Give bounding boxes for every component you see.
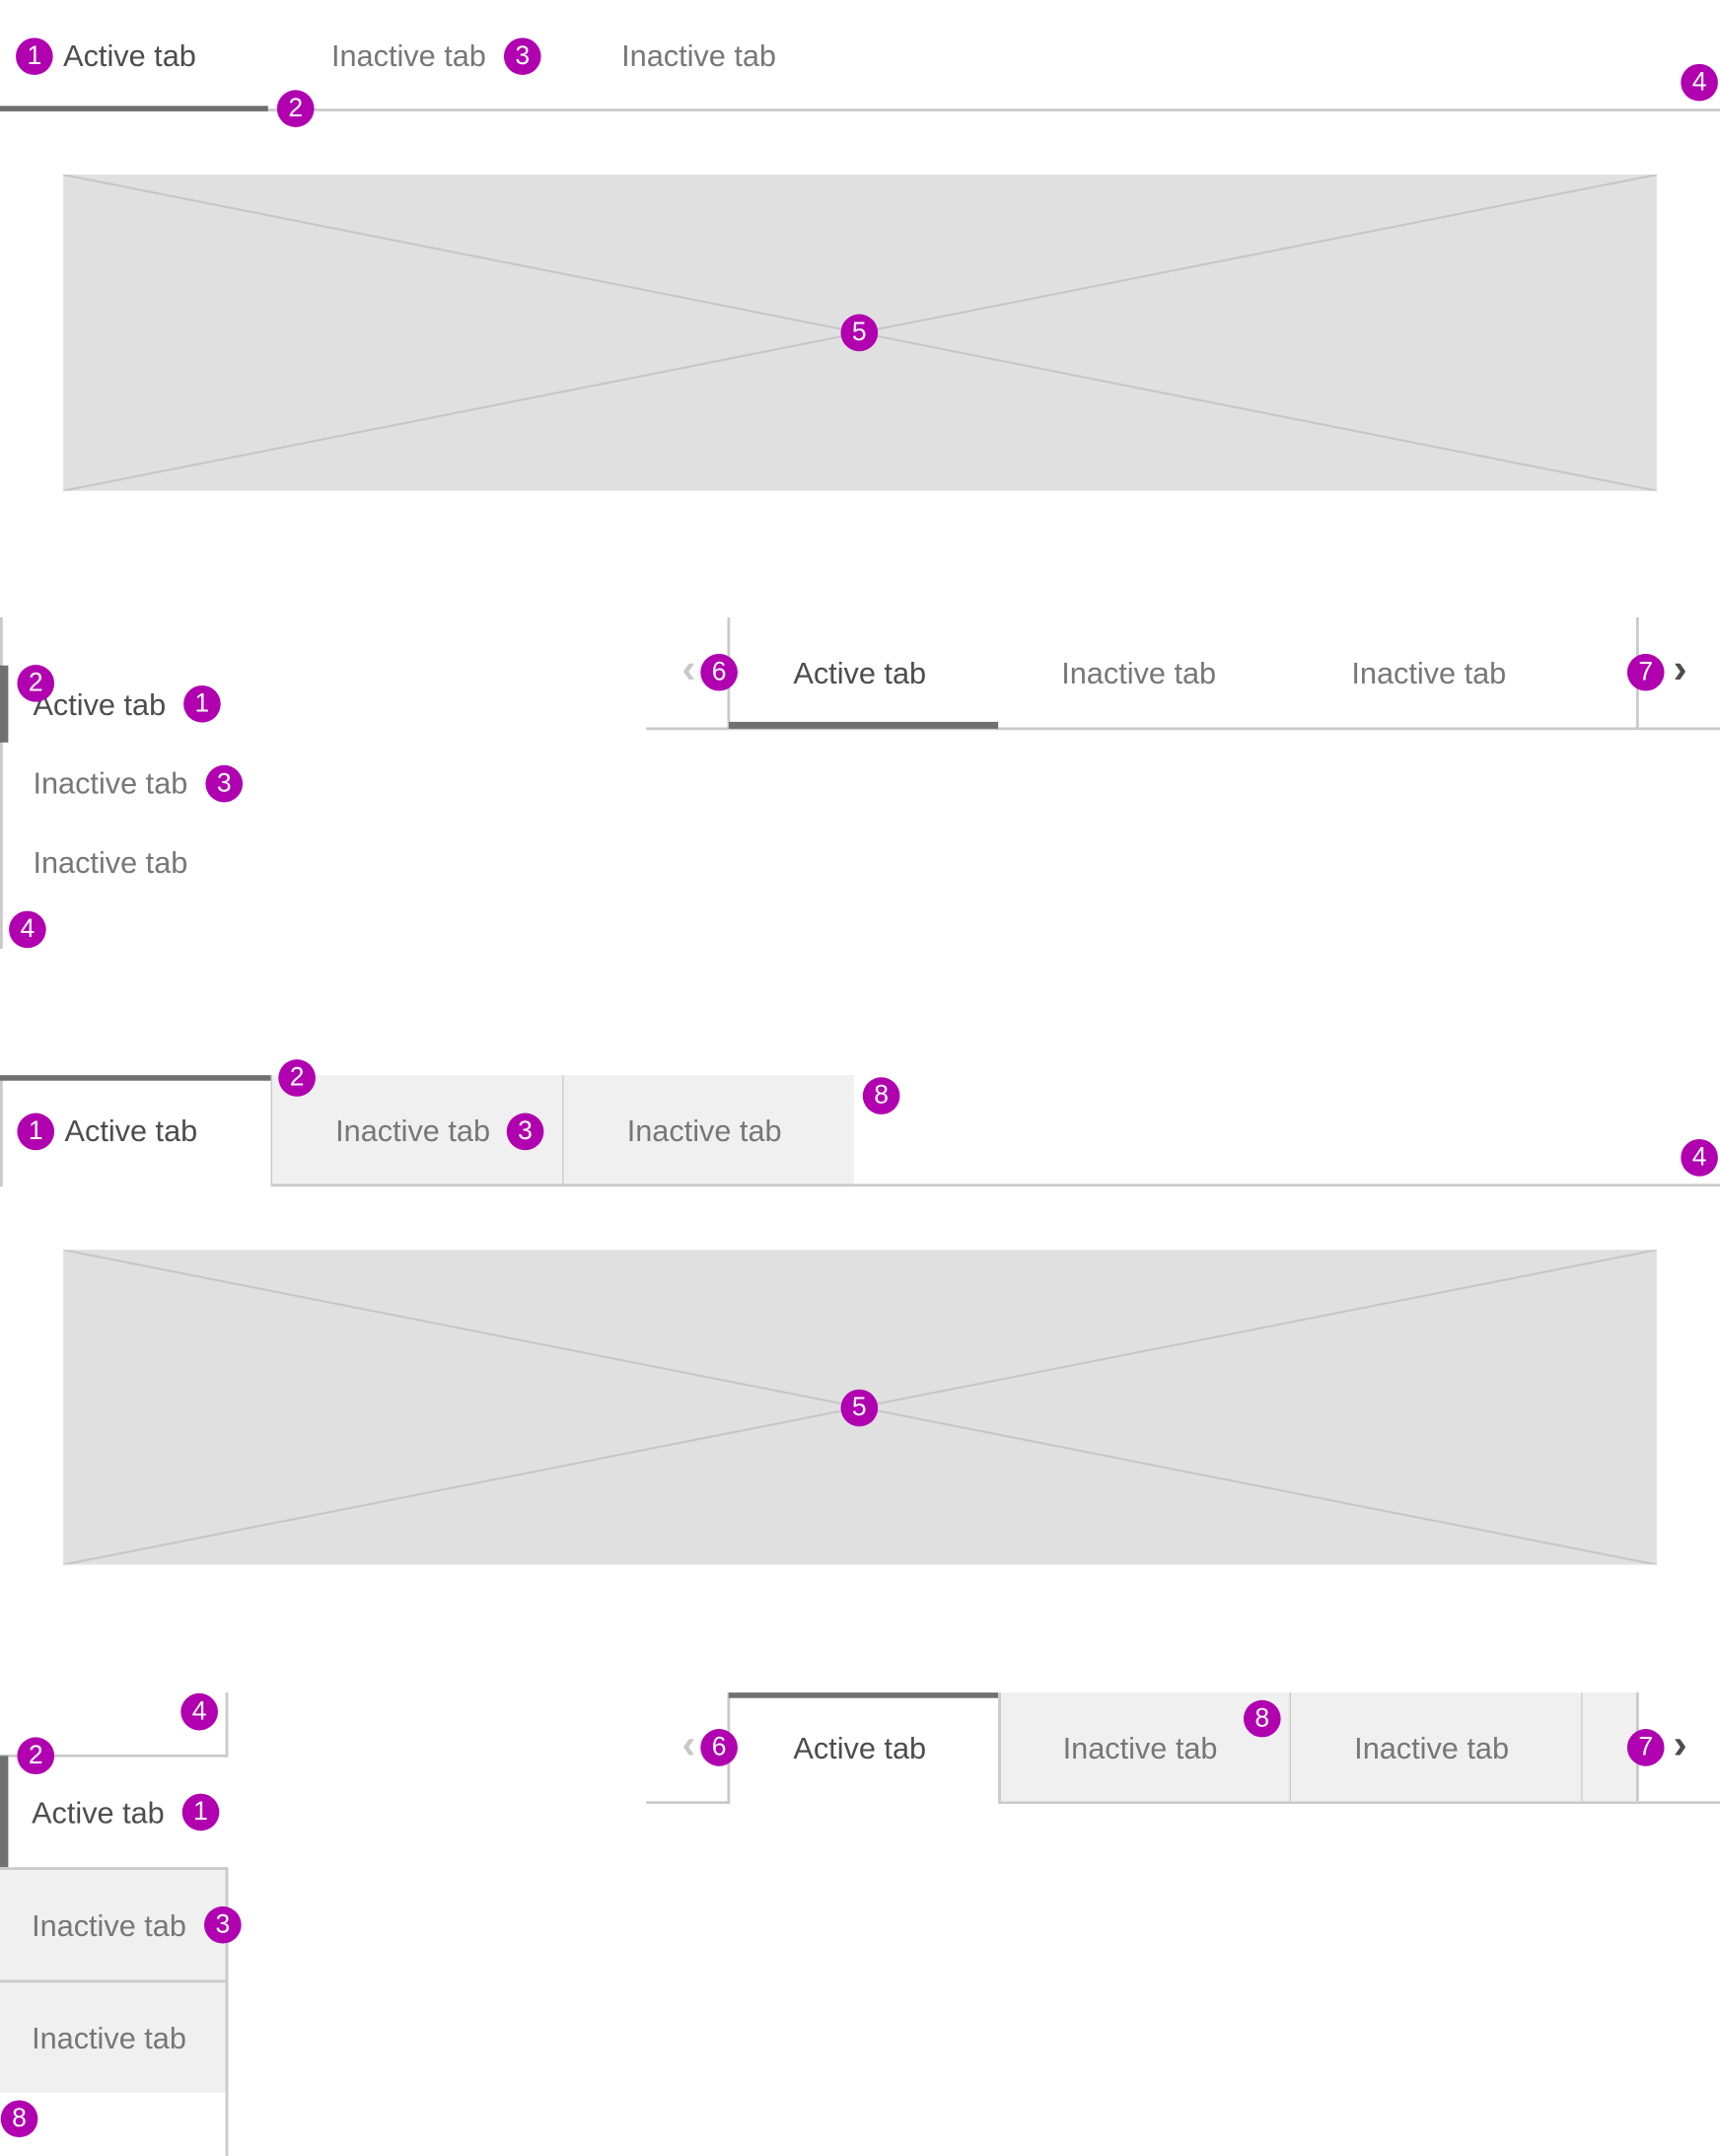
tab-label: Inactive tab (32, 2021, 186, 2056)
active-indicator (0, 106, 268, 111)
chevron-right-icon[interactable]: › (1673, 1722, 1687, 1768)
callout-badge: 4 (180, 1692, 218, 1731)
callout-badge: 8 (0, 2100, 38, 2138)
active-indicator (0, 665, 9, 743)
callout-badge: 3 (204, 1905, 242, 1944)
callout-badge: 7 (1626, 1729, 1665, 1766)
vertical-tab-border (0, 616, 3, 949)
tab-bar-border (646, 1801, 731, 1805)
tab-bar-border (646, 727, 1720, 731)
tab-inactive-1[interactable]: Inactive tab (330, 38, 486, 73)
tab-label: Inactive tab (1354, 1731, 1510, 1765)
tab-inactive-2[interactable] (563, 1075, 854, 1187)
tab-border (225, 2092, 229, 2156)
callout-badge: 8 (862, 1077, 900, 1114)
callout-badge: 2 (17, 1737, 55, 1775)
callout-badge: 4 (1681, 63, 1718, 102)
callout-badge: 7 (1626, 653, 1665, 691)
callout-badge: 1 (16, 37, 53, 75)
callout-badge: 3 (205, 764, 244, 803)
tab-active[interactable]: Active tab (63, 38, 196, 73)
tab-border (0, 1754, 229, 1758)
tab-label: Inactive tab (32, 1907, 186, 1943)
tab-inactive-1[interactable] (998, 1692, 1292, 1802)
callout-badge: 1 (181, 1793, 220, 1832)
callout-badge: 1 (183, 684, 221, 723)
tab-active[interactable]: Active tab (33, 687, 167, 722)
tab-label: Active tab (793, 1731, 927, 1765)
callout-badge: 2 (278, 1059, 316, 1097)
tab-border (225, 1692, 229, 1758)
active-indicator (0, 1075, 271, 1081)
callout-badge: 4 (9, 910, 46, 949)
callout-badge: 8 (1243, 1699, 1281, 1738)
callout-badge: 1 (17, 1113, 55, 1151)
chevron-right-icon[interactable]: › (1673, 646, 1687, 692)
callout-badge: 2 (276, 90, 315, 127)
chevron-left-icon[interactable]: ‹ (681, 1722, 696, 1768)
tab-label: Active tab (64, 1114, 198, 1149)
tab-inactive-2[interactable] (1291, 1692, 1583, 1802)
callout-badge: 5 (840, 1389, 879, 1427)
callout-badge: 5 (840, 314, 879, 352)
tab-bar-border (998, 1801, 1720, 1805)
tab-inactive-2[interactable] (0, 1979, 229, 2093)
active-indicator (728, 1692, 999, 1698)
tab-inactive-2[interactable]: Inactive tab (1351, 655, 1507, 690)
tab-bar-border (267, 108, 1720, 111)
active-indicator (728, 721, 999, 729)
tab-label: Inactive tab (335, 1114, 491, 1149)
tab-inactive-1[interactable]: Inactive tab (33, 765, 188, 801)
chevron-left-icon[interactable]: ‹ (681, 646, 696, 692)
callout-badge: 6 (700, 1729, 738, 1766)
tab-label: Inactive tab (1062, 1731, 1218, 1765)
tab-bar-border (270, 1184, 1720, 1187)
tab-label: Inactive tab (626, 1114, 782, 1149)
tab-inactive-1[interactable] (0, 1867, 229, 1981)
callout-badge: 3 (503, 37, 541, 75)
callout-badge: 4 (1681, 1138, 1718, 1177)
tab-inactive-2[interactable]: Inactive tab (621, 38, 776, 73)
tab-active[interactable]: Active tab (793, 655, 927, 690)
tab-inactive-1[interactable]: Inactive tab (1061, 655, 1217, 690)
callout-badge: 2 (17, 665, 55, 702)
callout-badge: 6 (700, 653, 738, 691)
tab-inactive-2[interactable]: Inactive tab (33, 845, 188, 881)
callout-badge: 3 (506, 1113, 544, 1151)
tab-label: Active tab (32, 1795, 165, 1831)
active-indicator (0, 1756, 9, 1869)
